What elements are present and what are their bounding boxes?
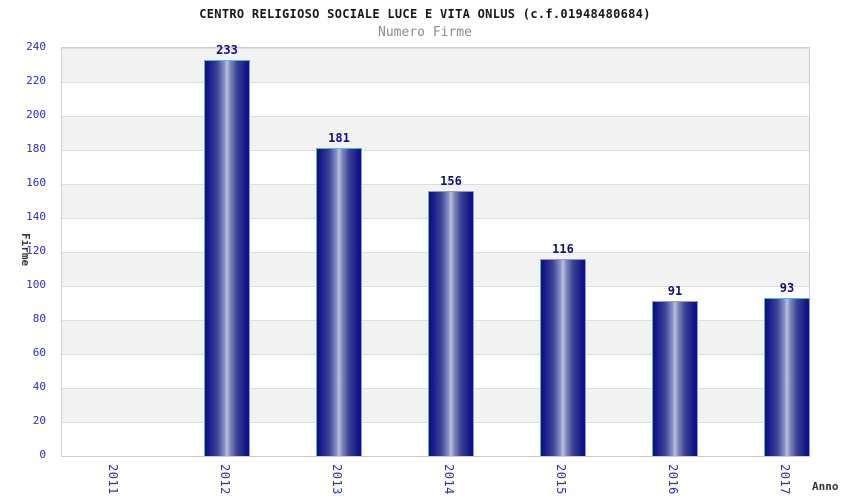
y-tick-label: 100 (26, 278, 46, 291)
y-tick-label: 240 (26, 40, 46, 53)
y-tick-label: 80 (32, 312, 46, 325)
y-tick-label: 0 (39, 448, 46, 461)
bar (428, 190, 474, 456)
bar-value-label: 156 (440, 173, 462, 188)
y-tick-label: 40 (32, 380, 46, 393)
x-tick-label: 2014 (442, 464, 456, 495)
y-tick-label: 140 (26, 210, 46, 223)
y-tick-label: 160 (26, 176, 46, 189)
bar-value-label: 116 (552, 241, 574, 256)
y-tick-label: 200 (26, 108, 46, 121)
bar-value-label: 93 (779, 280, 795, 295)
x-tick-label: 2011 (106, 464, 120, 495)
bar (764, 297, 810, 456)
x-tick-label: 2017 (778, 464, 792, 495)
chart-title: CENTRO RELIGIOSO SOCIALE LUCE E VITA ONL… (199, 7, 651, 21)
x-tick-label: 2015 (554, 464, 568, 495)
y-tick-label: 220 (26, 74, 46, 87)
y-tick-label: 20 (32, 414, 46, 427)
bar-value-label: 233 (216, 42, 238, 57)
x-axis-title: Anno (812, 480, 839, 493)
y-tick-label: 180 (26, 142, 46, 155)
bar-value-label: 181 (328, 131, 350, 146)
bar (316, 148, 362, 456)
bar (204, 59, 250, 456)
x-axis-ticks: 2011 2012 2013 2014 2015 2016 2017 (0, 458, 850, 500)
chart-subtitle: Numero Firme (378, 25, 472, 40)
x-tick-label: 2016 (666, 464, 680, 495)
y-tick-label: 120 (26, 244, 46, 257)
bar (652, 301, 698, 456)
y-axis-title: Firme (19, 233, 32, 267)
y-axis-ticks: 0 20 40 60 80 100 120 140 160 180 200 220 240 (0, 40, 53, 461)
bar (540, 258, 586, 456)
plot-area: 233 181 156 116 91 93 (61, 43, 810, 457)
bar-value-label: 91 (667, 284, 683, 299)
x-tick-label: 2012 (218, 464, 232, 495)
y-tick-label: 60 (32, 346, 46, 359)
x-tick-label: 2013 (330, 464, 344, 495)
